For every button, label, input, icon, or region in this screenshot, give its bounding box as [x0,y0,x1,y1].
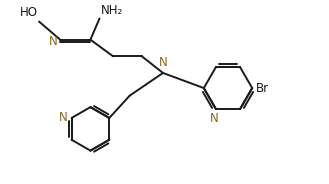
Text: N: N [48,35,57,48]
Text: N: N [159,56,168,69]
Text: HO: HO [19,6,38,19]
Text: Br: Br [256,82,269,95]
Text: N: N [59,112,68,125]
Text: NH₂: NH₂ [101,4,123,17]
Text: N: N [210,112,219,125]
